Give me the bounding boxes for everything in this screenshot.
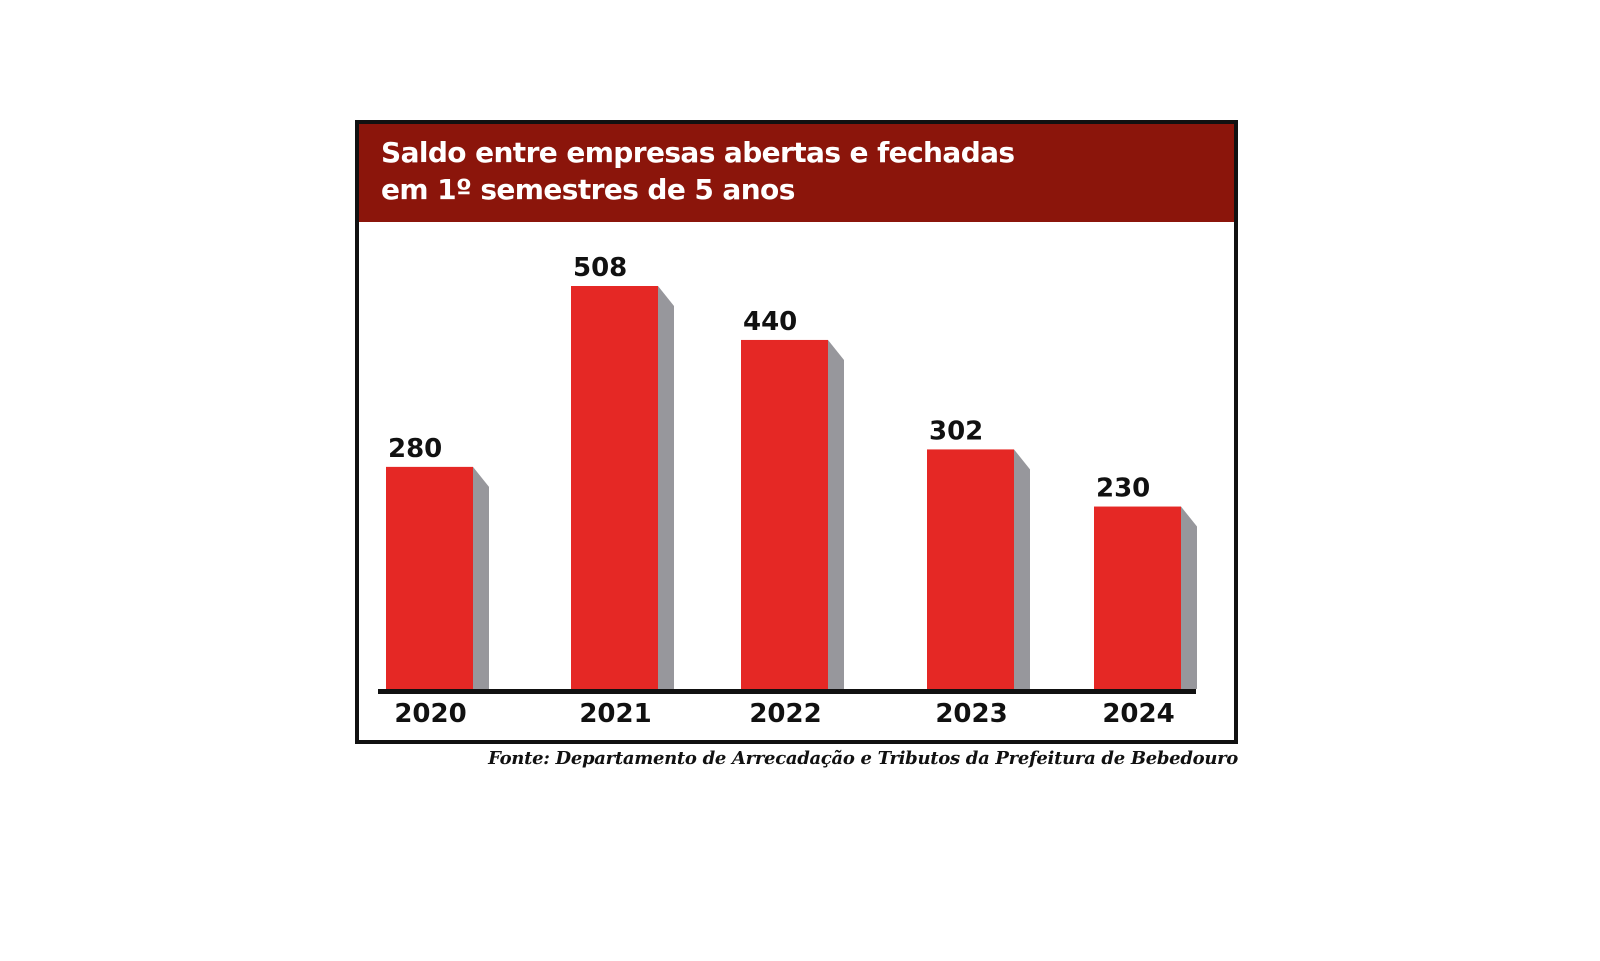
value-label-2023: 302 [929, 416, 983, 446]
bar-2022 [741, 339, 828, 689]
value-label-2024: 230 [1096, 474, 1150, 504]
bar-side-2021 [658, 286, 674, 689]
x-tick-label-2021: 2021 [579, 699, 651, 729]
x-tick-label-2020: 2020 [394, 699, 466, 729]
chart-frame: Saldo entre empresas abertas e fechadas … [355, 120, 1238, 744]
x-axis-baseline [378, 689, 1196, 694]
bar-side-2020 [473, 466, 489, 689]
x-tick-label-2023: 2023 [935, 699, 1007, 729]
bar-2024 [1094, 506, 1181, 689]
bar-side-2022 [828, 339, 844, 689]
chart-title-line-2: em 1º semestres de 5 anos [381, 173, 795, 206]
x-tick-label-2022: 2022 [749, 699, 821, 729]
bar-2020 [386, 466, 473, 689]
chart-title-line-1: Saldo entre empresas abertas e fechadas [381, 136, 1015, 169]
x-tick-label-2024: 2024 [1102, 699, 1174, 729]
value-label-2021: 508 [573, 253, 627, 283]
bar-2023 [927, 449, 1014, 689]
chart-header: Saldo entre empresas abertas e fechadas … [359, 124, 1234, 222]
bar-chart-plot: 280 2020 508 2021 440 2022 302 2023 230 2024 [378, 253, 1197, 729]
bar-side-2024 [1181, 506, 1197, 689]
source-note: Fonte: Departamento de Arrecadação e Tri… [488, 748, 1238, 769]
value-label-2022: 440 [743, 307, 797, 337]
bar-2021 [571, 286, 658, 689]
value-label-2020: 280 [388, 434, 442, 464]
bar-side-2023 [1014, 449, 1030, 689]
